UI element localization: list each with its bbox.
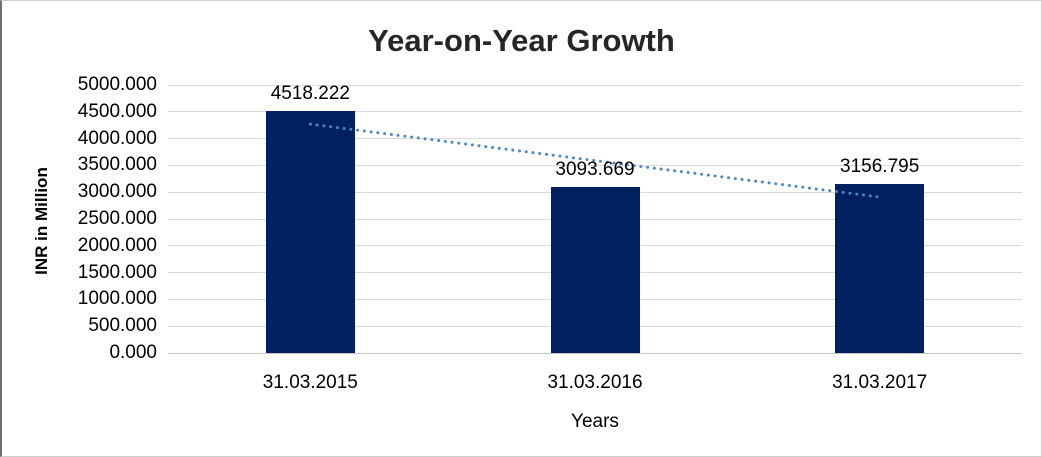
y-tick-label: 5000.000 xyxy=(77,74,157,95)
x-tick-label: 31.03.2016 xyxy=(547,372,643,393)
y-tick-label: 2500.000 xyxy=(77,208,157,229)
y-tick-label: 0.000 xyxy=(109,342,157,363)
x-tick-label: 31.03.2017 xyxy=(832,372,928,393)
x-axis-title: Years xyxy=(571,411,619,432)
x-axis-line xyxy=(168,352,1022,354)
gridline xyxy=(168,111,1022,113)
gridline xyxy=(168,84,1022,86)
y-tick-label: 3500.000 xyxy=(77,154,157,176)
y-tick-label: 2000.000 xyxy=(77,234,157,256)
bar xyxy=(550,187,640,353)
y-tick-label: 1500.000 xyxy=(77,261,157,283)
bar xyxy=(835,183,925,353)
chart-title: Year-on-Year Growth xyxy=(368,23,675,58)
y-tick-label: 4000.000 xyxy=(77,127,157,149)
x-tick-label: 31.03.2015 xyxy=(262,372,358,393)
y-tick-label: 3000.000 xyxy=(77,181,157,203)
y-tick-label: 500.000 xyxy=(88,315,157,337)
y-tick-label: 4500.000 xyxy=(77,100,157,122)
bar xyxy=(265,110,355,353)
bar-data-label: 4518.222 xyxy=(270,82,350,104)
bar-data-label: 3093.669 xyxy=(555,159,635,181)
y-tick-label: 1000.000 xyxy=(77,288,157,310)
bar-data-label: 3156.795 xyxy=(840,155,920,177)
